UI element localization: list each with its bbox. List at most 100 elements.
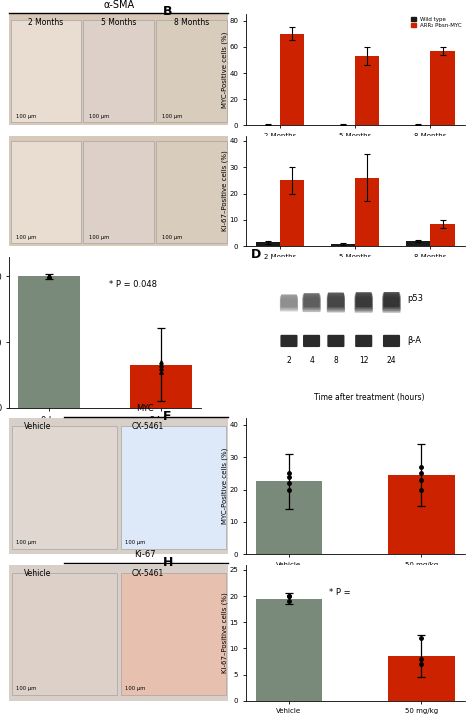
Text: Vehicle: Vehicle xyxy=(24,568,52,578)
Bar xyxy=(430,224,455,247)
FancyBboxPatch shape xyxy=(327,302,345,307)
FancyBboxPatch shape xyxy=(355,307,373,312)
FancyBboxPatch shape xyxy=(302,305,320,310)
Y-axis label: MYC-Positive cells (%): MYC-Positive cells (%) xyxy=(221,448,228,524)
FancyBboxPatch shape xyxy=(280,296,298,300)
FancyBboxPatch shape xyxy=(355,300,373,305)
Text: 100 μm: 100 μm xyxy=(16,114,36,119)
Text: Ki-67: Ki-67 xyxy=(134,550,156,559)
FancyBboxPatch shape xyxy=(156,20,227,122)
FancyBboxPatch shape xyxy=(302,297,320,302)
Text: 100 μm: 100 μm xyxy=(16,686,36,691)
FancyBboxPatch shape xyxy=(121,426,226,549)
FancyBboxPatch shape xyxy=(355,305,373,311)
FancyBboxPatch shape xyxy=(383,305,401,311)
Text: p53: p53 xyxy=(407,294,423,302)
Text: 100 μm: 100 μm xyxy=(162,114,182,119)
FancyBboxPatch shape xyxy=(355,296,373,301)
FancyBboxPatch shape xyxy=(327,305,345,310)
FancyBboxPatch shape xyxy=(302,307,320,312)
X-axis label: Animal age: Animal age xyxy=(336,262,375,267)
FancyBboxPatch shape xyxy=(280,304,298,308)
FancyBboxPatch shape xyxy=(302,295,320,300)
Legend: Wild type, ARR₂ Pbsn-MYC: Wild type, ARR₂ Pbsn-MYC xyxy=(411,17,462,28)
Bar xyxy=(255,481,322,554)
FancyBboxPatch shape xyxy=(303,335,320,347)
Bar xyxy=(255,598,322,701)
FancyBboxPatch shape xyxy=(355,335,372,347)
FancyBboxPatch shape xyxy=(355,294,373,300)
FancyBboxPatch shape xyxy=(383,307,401,312)
FancyBboxPatch shape xyxy=(281,295,297,307)
Text: CX-5461: CX-5461 xyxy=(131,423,164,431)
FancyBboxPatch shape xyxy=(83,20,154,122)
FancyBboxPatch shape xyxy=(10,141,82,243)
Text: 100 μm: 100 μm xyxy=(126,540,146,545)
Bar xyxy=(388,475,455,554)
Y-axis label: Ki-67–Positive cells (%): Ki-67–Positive cells (%) xyxy=(221,151,228,232)
FancyBboxPatch shape xyxy=(83,141,154,243)
Text: 8 Months: 8 Months xyxy=(174,18,210,26)
FancyBboxPatch shape xyxy=(355,298,373,303)
Bar xyxy=(280,34,304,125)
Text: 12: 12 xyxy=(359,355,368,365)
Text: 2: 2 xyxy=(287,355,292,365)
FancyBboxPatch shape xyxy=(327,296,345,302)
FancyBboxPatch shape xyxy=(302,304,320,309)
Text: 5 Months: 5 Months xyxy=(101,18,137,26)
Text: CX-5461: CX-5461 xyxy=(131,568,164,578)
FancyBboxPatch shape xyxy=(383,296,401,301)
Bar xyxy=(18,277,80,408)
Text: 4: 4 xyxy=(309,355,314,365)
Text: α-SMA: α-SMA xyxy=(103,0,135,10)
Text: B: B xyxy=(163,6,172,19)
Bar xyxy=(255,242,280,247)
Text: 100 μm: 100 μm xyxy=(89,235,109,240)
FancyBboxPatch shape xyxy=(280,305,298,310)
Text: * P = 0.048: * P = 0.048 xyxy=(109,280,157,289)
Bar xyxy=(130,365,192,408)
Bar xyxy=(430,51,455,125)
FancyBboxPatch shape xyxy=(383,302,401,307)
FancyBboxPatch shape xyxy=(327,298,345,303)
Text: D: D xyxy=(250,247,261,261)
FancyBboxPatch shape xyxy=(355,303,373,309)
FancyBboxPatch shape xyxy=(281,335,298,347)
Text: H: H xyxy=(163,556,173,569)
FancyBboxPatch shape xyxy=(156,141,227,243)
Text: MYC: MYC xyxy=(137,404,154,413)
Text: Vehicle: Vehicle xyxy=(24,423,52,431)
Text: 100 μm: 100 μm xyxy=(89,114,109,119)
FancyBboxPatch shape xyxy=(12,426,117,549)
FancyBboxPatch shape xyxy=(280,297,298,302)
Bar xyxy=(355,178,379,247)
FancyBboxPatch shape xyxy=(383,303,401,309)
Text: 24: 24 xyxy=(387,355,396,365)
X-axis label: Animal age: Animal age xyxy=(336,140,375,146)
FancyBboxPatch shape xyxy=(356,292,372,307)
FancyBboxPatch shape xyxy=(280,302,298,307)
Text: 100 μm: 100 μm xyxy=(16,540,36,545)
X-axis label: Time after treatment (Hours): Time after treatment (Hours) xyxy=(49,426,161,435)
Bar xyxy=(280,180,304,247)
Text: β-A: β-A xyxy=(407,337,421,345)
Y-axis label: MYC-Positive cells (%): MYC-Positive cells (%) xyxy=(221,31,228,108)
FancyBboxPatch shape xyxy=(302,302,320,307)
FancyBboxPatch shape xyxy=(327,307,345,312)
Text: 8: 8 xyxy=(334,355,338,365)
FancyBboxPatch shape xyxy=(355,302,373,307)
FancyBboxPatch shape xyxy=(383,292,400,307)
FancyBboxPatch shape xyxy=(327,300,345,305)
FancyBboxPatch shape xyxy=(302,298,320,303)
Text: 2 Months: 2 Months xyxy=(28,18,64,26)
FancyBboxPatch shape xyxy=(12,573,117,695)
Bar xyxy=(331,244,355,247)
Bar xyxy=(406,241,430,247)
Bar xyxy=(355,56,379,125)
FancyBboxPatch shape xyxy=(10,20,82,122)
Text: * P =: * P = xyxy=(329,588,350,596)
FancyBboxPatch shape xyxy=(383,297,401,303)
FancyBboxPatch shape xyxy=(280,300,298,305)
Text: F: F xyxy=(163,410,171,423)
FancyBboxPatch shape xyxy=(327,303,345,309)
